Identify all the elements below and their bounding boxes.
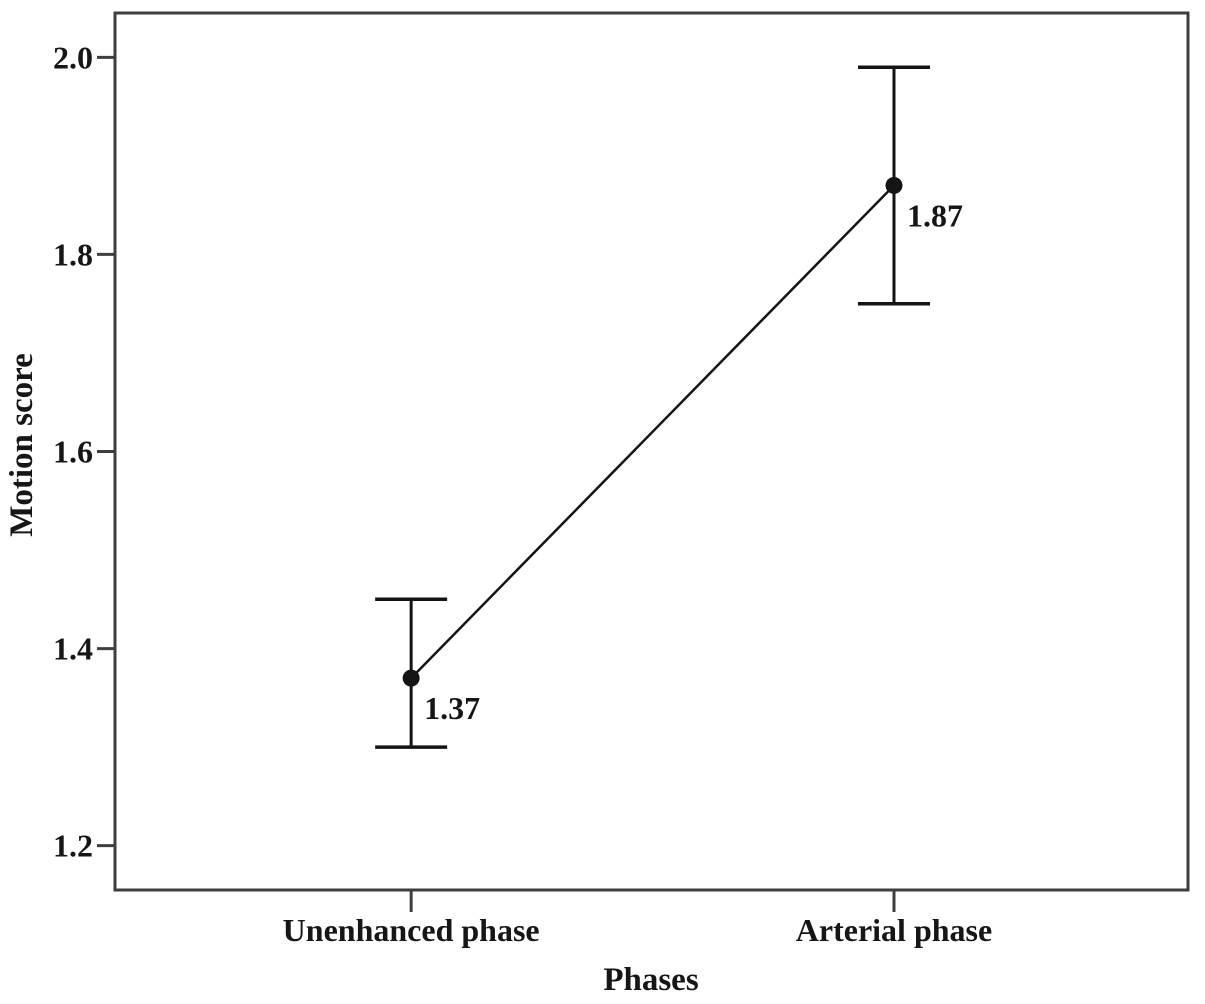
data-point-label: 1.87 <box>907 197 963 233</box>
plot-frame <box>113 11 1190 892</box>
y-tick-label: 1.6 <box>53 434 93 470</box>
category-label: Arterial phase <box>796 912 992 948</box>
data-point-marker <box>402 669 420 687</box>
y-tick-label: 1.2 <box>53 828 93 864</box>
data-line <box>410 184 895 680</box>
data-point-label: 1.37 <box>424 690 480 726</box>
data-point-marker <box>885 176 903 194</box>
category-label: Unenhanced phase <box>283 912 540 948</box>
x-axis-title: Phases <box>603 962 699 998</box>
y-axis-title: Motion score <box>4 353 40 537</box>
y-tick-label: 1.4 <box>53 631 93 667</box>
y-tick-label: 2.0 <box>53 39 93 75</box>
y-tick-label: 1.8 <box>53 236 93 272</box>
